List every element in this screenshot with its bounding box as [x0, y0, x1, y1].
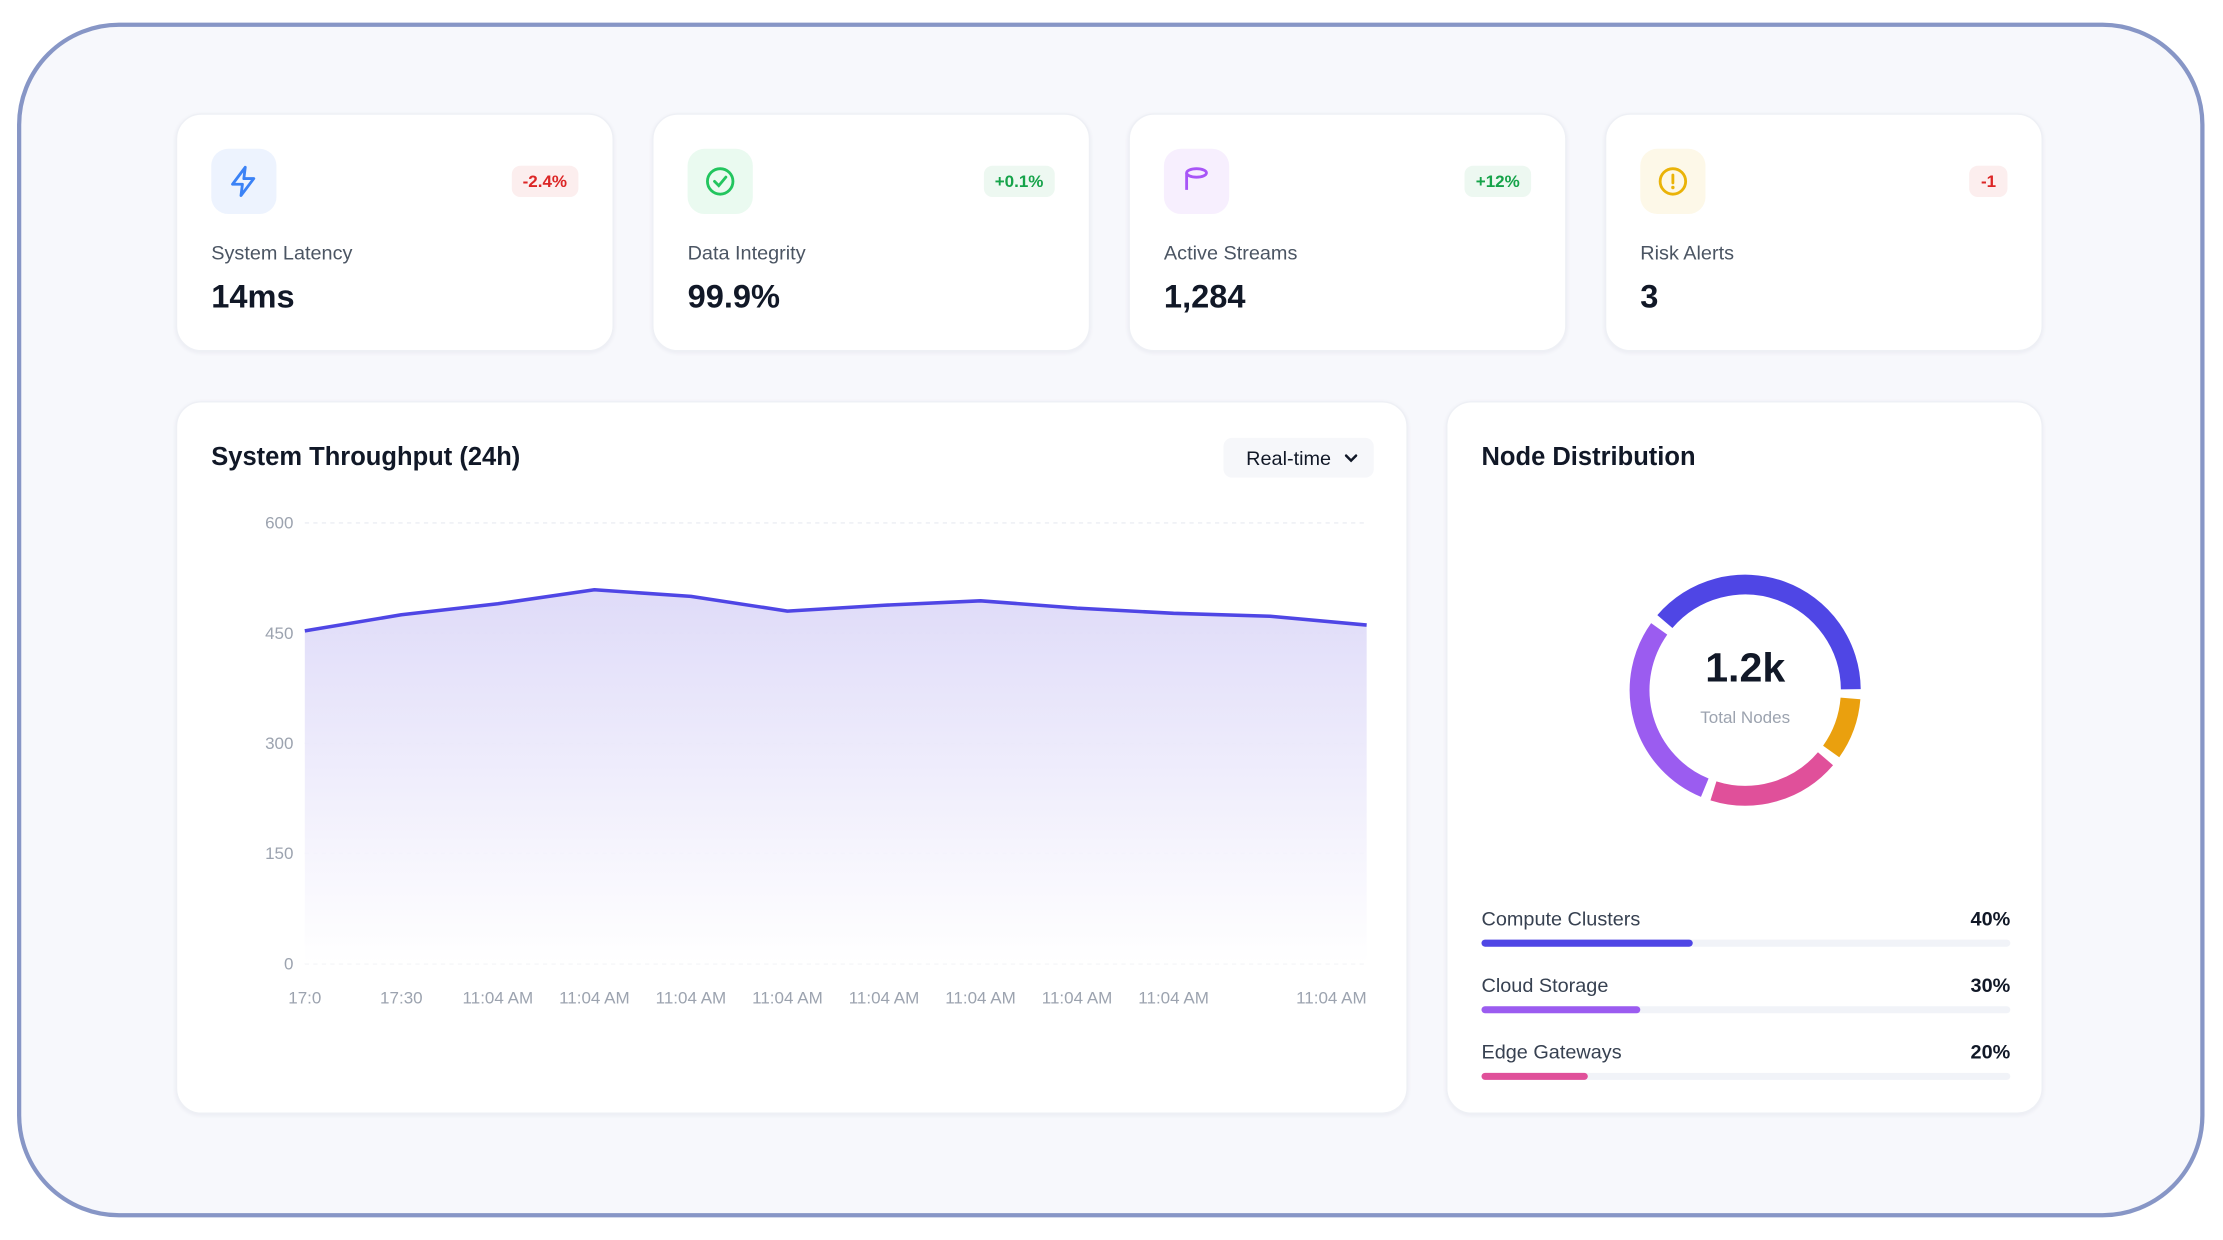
icon-glyph [1185, 167, 1208, 190]
change-badge: +12% [1464, 165, 1532, 197]
stat-value: 3 [1640, 277, 1659, 315]
stat-label: Risk Alerts [1640, 240, 1735, 264]
stat-label: Active Streams [1163, 240, 1298, 264]
stat-card: +12% Active Streams 1,284 [1128, 113, 1567, 352]
progress-track [1481, 1006, 2011, 1014]
x-tick-label: 11:04 AM [752, 988, 823, 1007]
stat-value: 99.9% [687, 277, 781, 315]
change-badge: -1 [1969, 165, 2008, 197]
stat-label: Data Integrity [687, 240, 806, 264]
stat-value: 14ms [211, 277, 295, 315]
legend-name: Compute Clusters [1481, 907, 1641, 930]
legend-name: Cloud Storage [1481, 973, 1609, 997]
range-label: Real-time [1246, 446, 1332, 470]
donut-chart: 1.2k Total Nodes [1629, 574, 1861, 806]
stat-card: -2.4% System Latency 14ms [175, 113, 614, 352]
x-tick-label: 17:30 [380, 988, 423, 1007]
icon-glyph [706, 167, 735, 196]
x-tick-label: 11:04 AM [656, 988, 727, 1007]
y-tick-label: 150 [265, 844, 293, 863]
donut-segment [1629, 623, 1709, 797]
progress-bar [1481, 1072, 1588, 1080]
stat-icon [687, 148, 753, 214]
donut-segment [1657, 574, 1861, 690]
change-badge: +0.1% [983, 165, 1055, 197]
center-label: Total Nodes [1700, 708, 1790, 727]
stat-icon [1163, 148, 1230, 214]
donut-segment [1822, 697, 1861, 758]
throughput-card: System Throughput (24h) Real-time 0 150 30… [175, 401, 1408, 1114]
x-tick-label: 11:04 AM [1138, 988, 1209, 1007]
stat-icon [1640, 148, 1706, 214]
line [304, 588, 1367, 633]
area [304, 589, 1367, 964]
icon-glyph [231, 165, 256, 197]
range-select[interactable]: Real-time [1223, 437, 1374, 478]
x-tick-label: 11:04 AM [463, 988, 534, 1007]
stat-icon [211, 148, 277, 214]
stat-label: System Latency [211, 240, 353, 264]
chart-title: System Throughput (24h) [211, 442, 521, 471]
y-tick-label: 300 [265, 734, 293, 753]
x-tick-label: 11:04 AM [1042, 988, 1113, 1007]
progress-bar [1481, 1006, 1641, 1014]
distribution-title: Node Distribution [1481, 442, 1696, 471]
y-tick-label: 450 [265, 624, 293, 643]
progress-track [1481, 1072, 2011, 1080]
x-tick-label: 17:0 [288, 988, 321, 1007]
legend-percent: 20% [1970, 1040, 2011, 1063]
stat-card: -1 Risk Alerts 3 [1604, 113, 2043, 352]
x-tick-label: 11:04 AM [1296, 988, 1367, 1007]
x-tick-label: 11:04 AM [559, 988, 630, 1007]
legend-percent: 40% [1970, 907, 2011, 930]
donut-segment [1710, 752, 1834, 806]
legend-percent: 30% [1970, 973, 2011, 997]
distribution-card: Node Distribution 1.2k Total Nodes Compu… [1446, 401, 2043, 1114]
y-tick-label: 0 [284, 954, 293, 973]
legend-row: Edge Gateways 20% [1481, 1040, 2011, 1080]
y-tick-label: 600 [265, 514, 293, 533]
chevron-icon [1344, 454, 1358, 463]
progress-track [1481, 939, 2011, 947]
legend-row: Cloud Storage 30% [1481, 973, 2011, 1014]
x-tick-label: 11:04 AM [849, 988, 920, 1007]
x-tick-label: 11:04 AM [945, 988, 1016, 1007]
center-value: 1.2k [1705, 645, 1785, 691]
stat-value: 1,284 [1163, 277, 1246, 315]
progress-bar [1481, 939, 1693, 947]
legend-name: Edge Gateways [1481, 1040, 1622, 1063]
change-badge: -2.4% [511, 165, 579, 197]
line-chart: 0 150 300 450 600 17:0 17:30 11:04 AM 11:04 AM 11… [265, 514, 1367, 1007]
icon-glyph [1658, 167, 1688, 196]
legend-row: Compute Clusters 40% [1481, 907, 2011, 947]
stat-card: +0.1% Data Integrity 99.9% [652, 113, 1091, 352]
